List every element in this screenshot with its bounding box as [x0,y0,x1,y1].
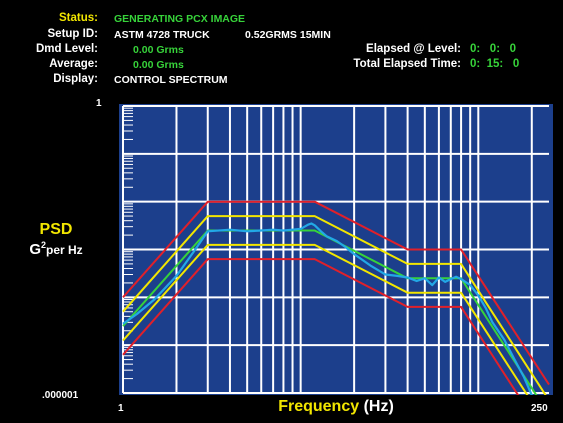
average-label: Average: [49,58,98,70]
total-elapsed-label: Total Elapsed Time: [353,58,461,70]
display-label: Display: [53,73,98,85]
x-axis-right-label: 250 [531,403,548,414]
psd-plot-area [119,104,553,395]
y-unit-g: G [29,241,41,258]
x-axis-title: Frequency (Hz) [120,398,552,416]
y-axis-top-label: 1 [96,98,102,109]
series-line-upper-abort [122,200,550,386]
total-elapsed-value: 0: 15: 0 [470,58,520,70]
x-title-main: Frequency [278,398,360,415]
y-axis-unit: G2per Hz [0,240,112,258]
series-line-lower-alarm [122,243,529,395]
y-unit-exponent: 2 [40,240,46,250]
elapsed-at-level-value: 0: 0: 0 [470,43,517,55]
display-value: CONTROL SPECTRUM [114,74,228,86]
x-title-unit: (Hz) [363,398,394,415]
dmd-level-value: 0.00 Grms [133,44,184,56]
y-unit-rest: per Hz [46,243,83,257]
series-line-control [122,222,534,395]
x-axis-left-label: 1 [118,403,124,414]
setup-id-label: Setup ID: [47,28,98,40]
y-axis-bottom-label: .000001 [42,390,79,401]
psd-chart-svg [122,105,550,395]
series-line-reference [122,229,538,395]
average-value: 0.00 Grms [133,59,184,71]
status-value: GENERATING PCX IMAGE [114,13,246,25]
status-label: Status: [59,12,98,24]
series-line-lower-abort [122,258,520,395]
setup-id-detail: 0.52GRMS 15MIN [245,29,331,41]
series-line-upper-alarm [122,215,547,395]
setup-id-value: ASTM 4728 TRUCK [114,29,210,41]
dmd-level-label: Dmd Level: [36,43,98,55]
elapsed-at-level-label: Elapsed @ Level: [366,43,461,55]
y-axis-title: PSD [39,221,73,238]
